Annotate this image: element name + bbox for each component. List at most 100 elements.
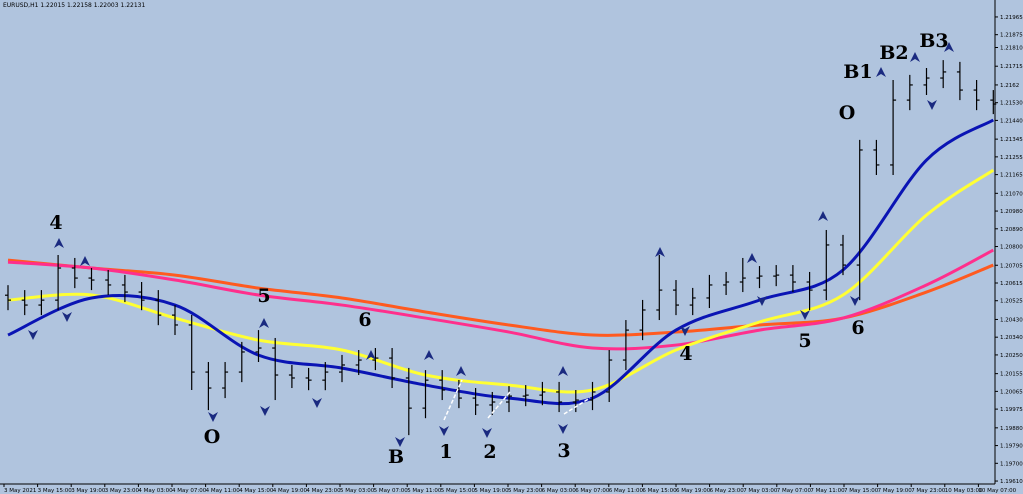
- x-tick-label: 7 May 23:00: [911, 488, 946, 494]
- x-tick-label: 4 May 19:00: [273, 488, 308, 494]
- arrow-up: [818, 211, 828, 221]
- x-tick-label: 4 May 03:00: [138, 488, 173, 494]
- x-tick-label: 5 May 19:00: [474, 488, 509, 494]
- x-tick-label: 4 May 11:00: [206, 488, 241, 494]
- annotation: 5: [257, 285, 270, 307]
- arrow-up: [910, 52, 920, 62]
- arrow-down: [28, 330, 38, 340]
- price-bars: [5, 60, 997, 436]
- annotation: 6: [851, 317, 864, 339]
- x-tick-label: 7 May 15:00: [844, 488, 879, 494]
- arrow-down: [208, 412, 218, 422]
- annotation: 2: [483, 441, 496, 463]
- annotation: O: [204, 426, 221, 448]
- annotation: 4: [679, 343, 692, 365]
- x-tick-label: 7 May 11:00: [810, 488, 845, 494]
- y-tick-label: 1.19790: [1000, 444, 1023, 450]
- x-tick-label: 7 May 19:00: [878, 488, 913, 494]
- arrow-down: [800, 310, 810, 320]
- x-tick-label: 6 May 19:00: [676, 488, 711, 494]
- y-tick-label: 1.20980: [1000, 209, 1023, 215]
- x-tick-label: 4 May 23:00: [306, 488, 341, 494]
- annotation: 3: [557, 440, 570, 462]
- y-tick-label: 1.20800: [1000, 245, 1023, 251]
- arrow-down: [680, 326, 690, 336]
- annotation: 4: [49, 212, 62, 234]
- y-tick-label: 1.20250: [1000, 353, 1023, 359]
- x-tick-label: 5 May 15:00: [441, 488, 476, 494]
- y-tick-label: 1.19975: [1000, 407, 1023, 413]
- arrow-up: [456, 366, 466, 376]
- arrow-down: [260, 406, 270, 416]
- x-tick-label: 3 May 2021: [4, 488, 36, 494]
- x-tick-label: 6 May 11:00: [609, 488, 644, 494]
- arrow-down: [558, 424, 568, 434]
- x-tick-label: 5 May 23:00: [508, 488, 543, 494]
- x-tick-label: 6 May 07:00: [575, 488, 610, 494]
- x-tick-label: 3 May 19:00: [71, 488, 106, 494]
- annotation: O: [839, 102, 856, 124]
- arrow-up: [80, 256, 90, 266]
- y-tick-label: 1.20065: [1000, 389, 1023, 395]
- y-tick-label: 1.19880: [1000, 426, 1023, 432]
- x-tick-label: 6 May 15:00: [642, 488, 677, 494]
- trend-line: [563, 397, 591, 415]
- arrow-down: [850, 296, 860, 306]
- y-tick-label: 1.21715: [1000, 64, 1023, 70]
- trend-line: [443, 379, 463, 421]
- chart-title: EURUSD,H1 1.22015 1.22158 1.22003 1.2213…: [3, 2, 145, 9]
- y-tick-label: 1.20525: [1000, 299, 1023, 305]
- x-tick-label: 3 May 23:00: [105, 488, 140, 494]
- x-tick-label: 7 May 03:00: [743, 488, 778, 494]
- y-tick-label: 1.20615: [1000, 281, 1023, 287]
- arrow-down: [62, 312, 72, 322]
- x-tick-label: 10 May 03:00: [945, 488, 983, 494]
- y-tick-label: 1.20340: [1000, 335, 1023, 341]
- y-tick-label: 1.21345: [1000, 137, 1023, 143]
- arrow-down: [395, 437, 405, 447]
- white-lines: [443, 379, 591, 421]
- arrow-up: [876, 67, 886, 77]
- x-tick-label: 5 May 11:00: [407, 488, 442, 494]
- annotation: B2: [879, 42, 908, 64]
- arrow-up: [366, 350, 376, 360]
- y-tick-label: 1.2162: [1000, 83, 1019, 89]
- y-tick-label: 1.20890: [1000, 227, 1023, 233]
- x-tick-label: 4 May 07:00: [172, 488, 207, 494]
- arrow-up: [655, 247, 665, 257]
- arrow-down: [927, 100, 937, 110]
- annotation: B: [388, 446, 404, 468]
- x-tick-label: 3 May 15:00: [38, 488, 73, 494]
- y-tick-label: 1.21810: [1000, 45, 1023, 51]
- y-tick-label: 1.21070: [1000, 191, 1023, 197]
- arrow-down: [482, 428, 492, 438]
- y-tick-label: 1.21165: [1000, 173, 1023, 179]
- x-tick-label: 10 May 07:00: [978, 488, 1016, 494]
- fractal-arrows: [28, 42, 954, 447]
- arrow-up: [747, 253, 757, 263]
- moving-average-line: [7, 248, 994, 351]
- arrow-up: [259, 318, 269, 328]
- x-tick-label: 4 May 15:00: [239, 488, 274, 494]
- x-tick-label: 5 May 07:00: [374, 488, 409, 494]
- arrow-down: [439, 426, 449, 436]
- y-tick-label: 1.21875: [1000, 33, 1023, 39]
- annotation: B1: [843, 61, 872, 83]
- arrow-up: [944, 42, 954, 52]
- arrow-up: [558, 366, 568, 376]
- y-tick-label: 1.21440: [1000, 118, 1023, 124]
- annotation: 6: [358, 309, 371, 331]
- arrow-up: [54, 238, 64, 248]
- annotation: B3: [919, 30, 948, 52]
- x-tick-label: 5 May 03:00: [340, 488, 375, 494]
- y-tick-label: 1.20430: [1000, 317, 1023, 323]
- x-tick-label: 6 May 03:00: [542, 488, 577, 494]
- x-tick-label: 6 May 23:00: [710, 488, 745, 494]
- annotation: 5: [798, 330, 811, 352]
- y-tick-label: 1.20155: [1000, 372, 1023, 378]
- x-tick-label: 7 May 07:00: [777, 488, 812, 494]
- arrow-down: [312, 398, 322, 408]
- y-tick-label: 1.21965: [1000, 15, 1023, 21]
